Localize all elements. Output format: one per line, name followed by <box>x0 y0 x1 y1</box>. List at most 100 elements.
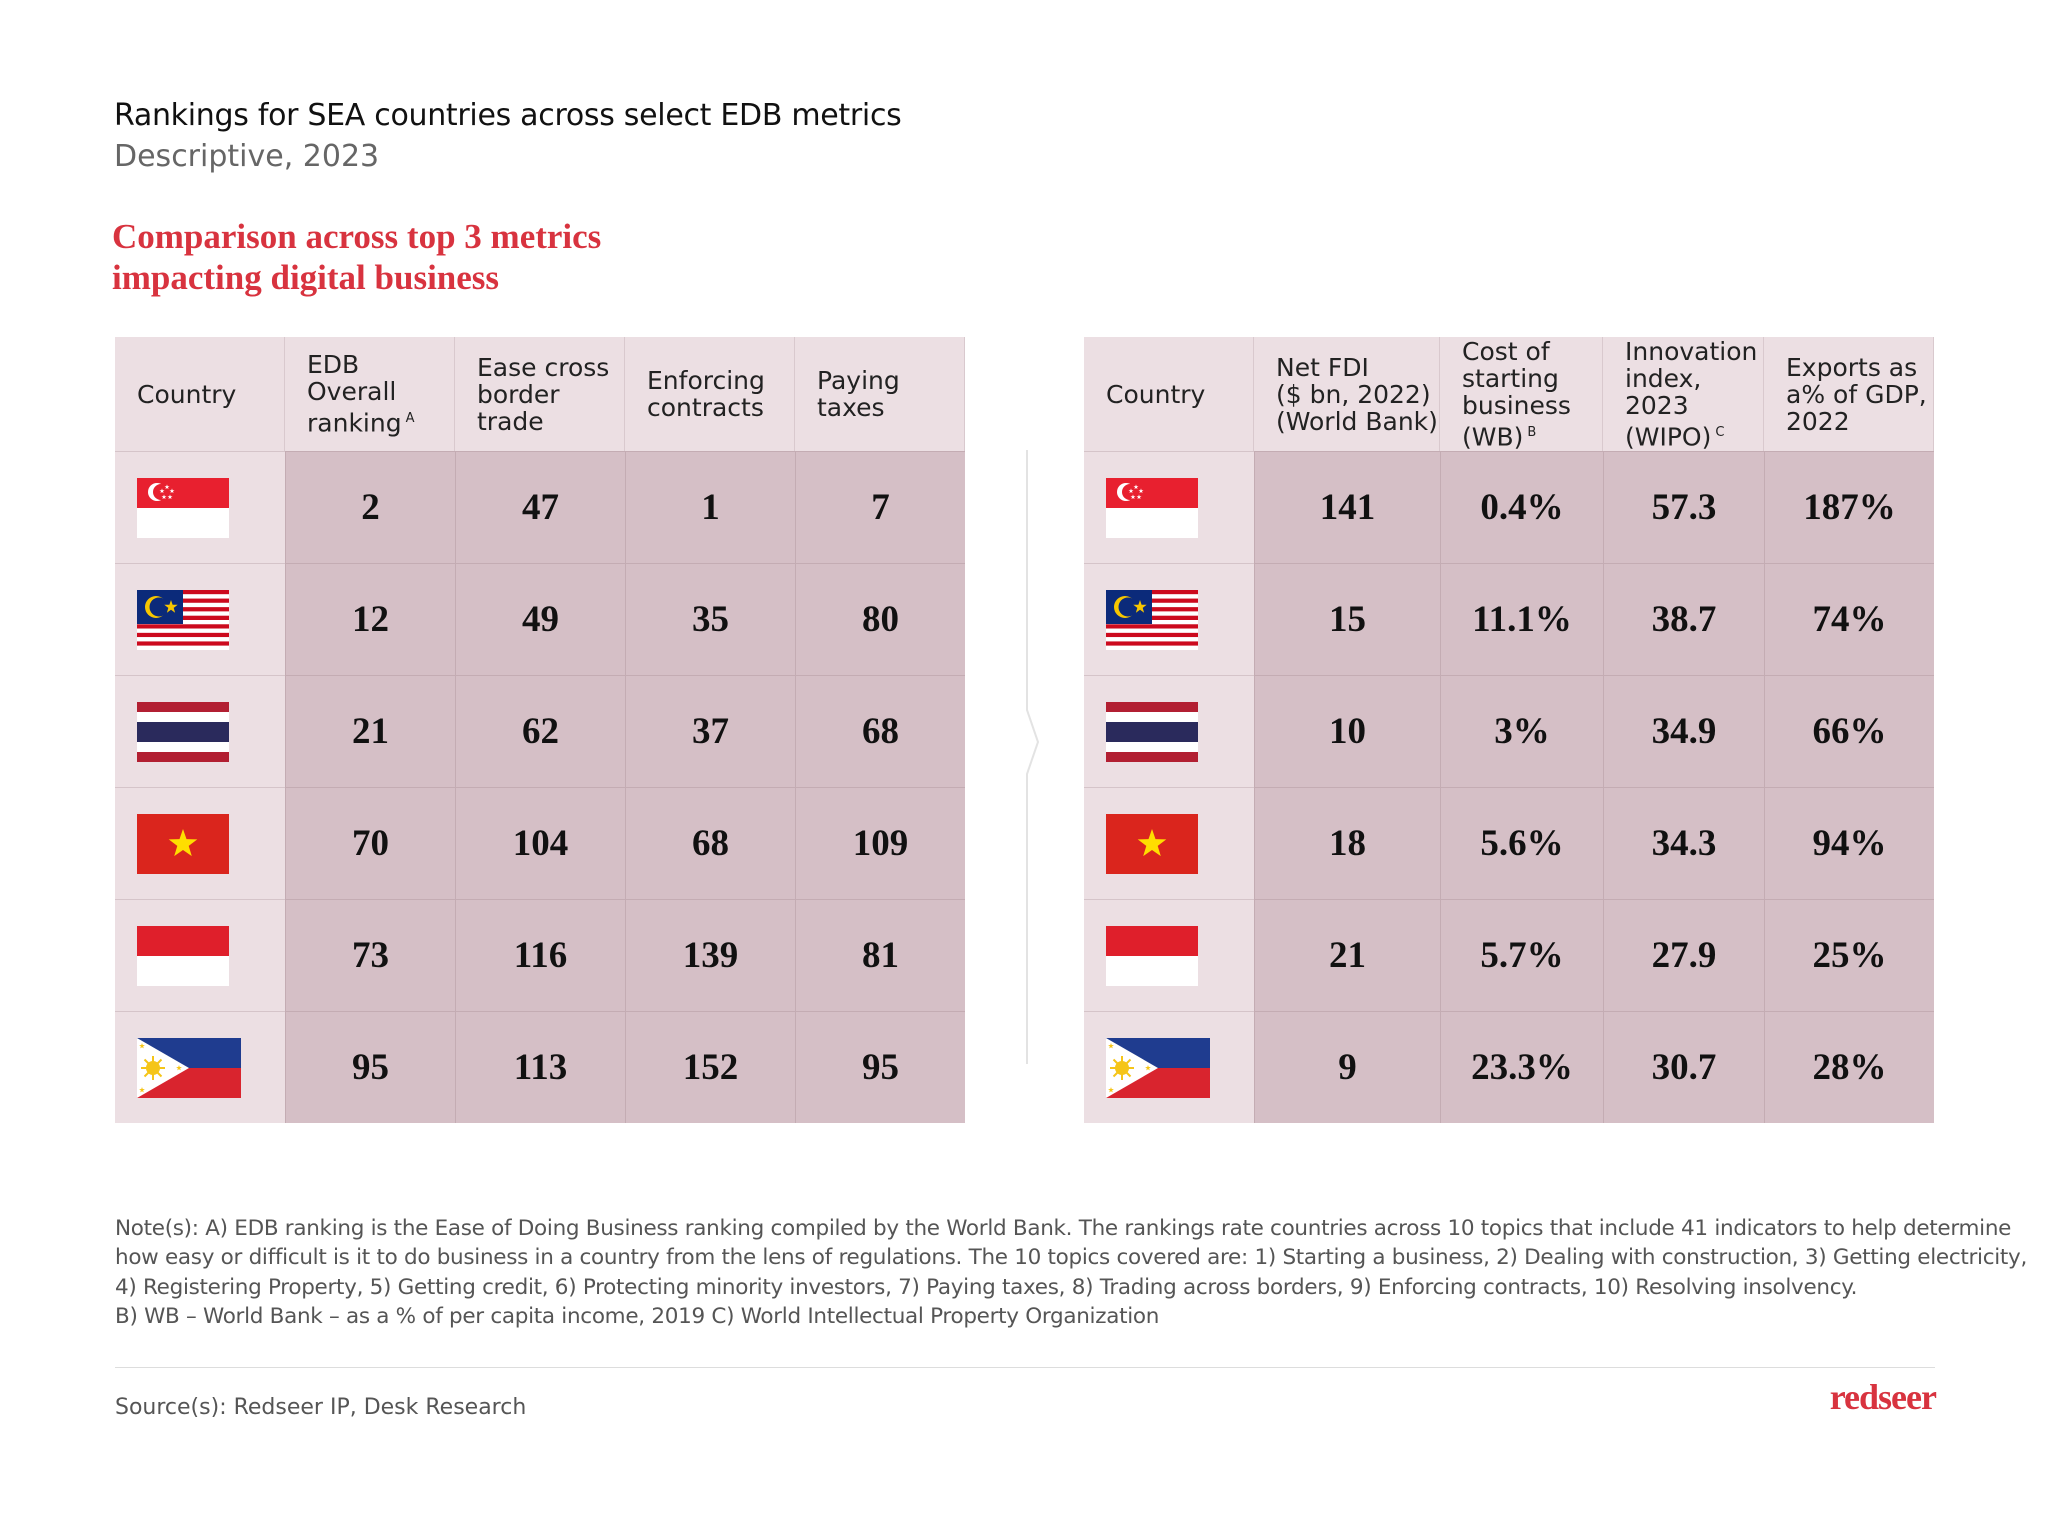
value-cell: 30.7 <box>1603 1011 1764 1123</box>
flag <box>137 477 229 538</box>
value-cell: 74% <box>1764 563 1934 675</box>
header-text: a% of GDP, <box>1786 379 1927 409</box>
value-cell: 81 <box>795 899 965 1011</box>
header-text: Net FDI <box>1276 352 1369 382</box>
header-line: starting <box>1462 365 1559 392</box>
title: Rankings for SEA countries across select… <box>114 98 902 133</box>
flag <box>137 701 229 762</box>
header-text: Enforcing <box>647 366 765 395</box>
header-line: Overall <box>307 378 396 405</box>
country-cell <box>115 675 285 787</box>
header-line: (WB) B <box>1462 419 1536 450</box>
note-line: how easy or difficult is it to do busine… <box>115 1245 2027 1271</box>
header-line: Country <box>1106 381 1205 408</box>
value-cell: 62 <box>455 675 625 787</box>
value-cell: 141 <box>1254 451 1440 563</box>
value-cell: 15 <box>1254 563 1440 675</box>
section-title-line: Comparison across top 3 metrics <box>112 217 602 256</box>
value-cell: 34.3 <box>1603 787 1764 899</box>
value-cell: 3% <box>1440 675 1603 787</box>
value-cell: 73 <box>285 899 455 1011</box>
header-line: 2022 <box>1786 408 1850 435</box>
value-cell: 68 <box>795 675 965 787</box>
header-note-marker: A <box>405 411 415 427</box>
value-cell: 94% <box>1764 787 1934 899</box>
country-cell <box>1084 899 1254 1011</box>
header-line: contracts <box>647 394 764 421</box>
header-line: Cost of <box>1462 338 1550 365</box>
header-line: Exports as <box>1786 354 1917 381</box>
header-line: index, 2023 <box>1625 365 1763 419</box>
header-text: ($ bn, 2022) <box>1276 379 1431 409</box>
header-text: EDB <box>307 350 360 380</box>
value-cell: 113 <box>455 1011 625 1123</box>
value-cell: 80 <box>795 563 965 675</box>
header-text: Overall <box>307 377 397 407</box>
header-text: Innovation <box>1625 336 1758 366</box>
value-cell: 12 <box>285 563 455 675</box>
header-text: Paying <box>817 366 900 395</box>
value-cell: 0.4% <box>1440 451 1603 563</box>
country-cell <box>115 899 285 1011</box>
value-cell: 187% <box>1764 451 1934 563</box>
value-cell: 23.3% <box>1440 1011 1603 1123</box>
header-text: contracts <box>647 393 764 422</box>
separator <box>1026 450 1040 1064</box>
value-cell: 47 <box>455 451 625 563</box>
header-cell: Enforcing contracts <box>625 337 795 451</box>
header-line: taxes <box>817 394 885 421</box>
header-line: Ease cross <box>477 354 609 381</box>
value-cell: 116 <box>455 899 625 1011</box>
country-cell <box>115 1011 285 1123</box>
notes: Note(s): A) EDB ranking is the Ease of D… <box>115 1214 2027 1331</box>
value-cell: 38.7 <box>1603 563 1764 675</box>
section-title-line: impacting digital business <box>112 258 500 297</box>
value-cell: 35 <box>625 563 795 675</box>
header-cell: EDB Overall ranking A <box>285 337 455 451</box>
value-cell: 2 <box>285 451 455 563</box>
flag <box>1106 701 1198 762</box>
value-cell: 21 <box>1254 899 1440 1011</box>
header-text: Country <box>1106 379 1206 409</box>
header-cell: Net FDI ($ bn, 2022) (World Bank) <box>1254 337 1440 451</box>
value-cell: 66% <box>1764 675 1934 787</box>
header-line: EDB <box>307 351 359 378</box>
country-cell <box>115 563 285 675</box>
value-cell: 21 <box>285 675 455 787</box>
header-text: Ease cross <box>477 352 610 382</box>
flag <box>137 589 229 650</box>
source: Source(s): Redseer IP, Desk Research <box>115 1395 527 1420</box>
header-text: starting <box>1462 363 1559 393</box>
header-text: business <box>1462 390 1571 420</box>
value-cell: 57.3 <box>1603 451 1764 563</box>
header-text: Cost of <box>1462 336 1550 366</box>
value-cell: 34.9 <box>1603 675 1764 787</box>
value-cell: 70 <box>285 787 455 899</box>
value-cell: 109 <box>795 787 965 899</box>
flag <box>137 813 229 874</box>
flag <box>1106 813 1198 874</box>
value-cell: 139 <box>625 899 795 1011</box>
value-cell: 68 <box>625 787 795 899</box>
value-cell: 95 <box>285 1011 455 1123</box>
header-text: (WIPO) <box>1625 422 1712 452</box>
country-cell <box>1084 1011 1254 1123</box>
header-text: ranking <box>307 408 402 438</box>
value-cell: 7 <box>795 451 965 563</box>
flag <box>1106 477 1198 538</box>
header-line: Innovation <box>1625 338 1757 365</box>
header-text: index, 2023 <box>1625 363 1702 420</box>
note-line: Note(s): A) EDB ranking is the Ease of D… <box>115 1216 2012 1241</box>
value-cell: 11.1% <box>1440 563 1603 675</box>
flag <box>137 1037 241 1098</box>
value-cell: 25% <box>1764 899 1934 1011</box>
header-cell: Country <box>1084 337 1254 451</box>
header-text: (World Bank) <box>1276 406 1438 436</box>
header-cell: Country <box>115 337 285 451</box>
header-line: business <box>1462 392 1571 419</box>
header-line: (WIPO) C <box>1625 419 1724 450</box>
value-cell: 95 <box>795 1011 965 1123</box>
note-line: B) WB – World Bank – as a % of per capit… <box>115 1303 1160 1329</box>
header-text: Exports as <box>1786 352 1918 382</box>
